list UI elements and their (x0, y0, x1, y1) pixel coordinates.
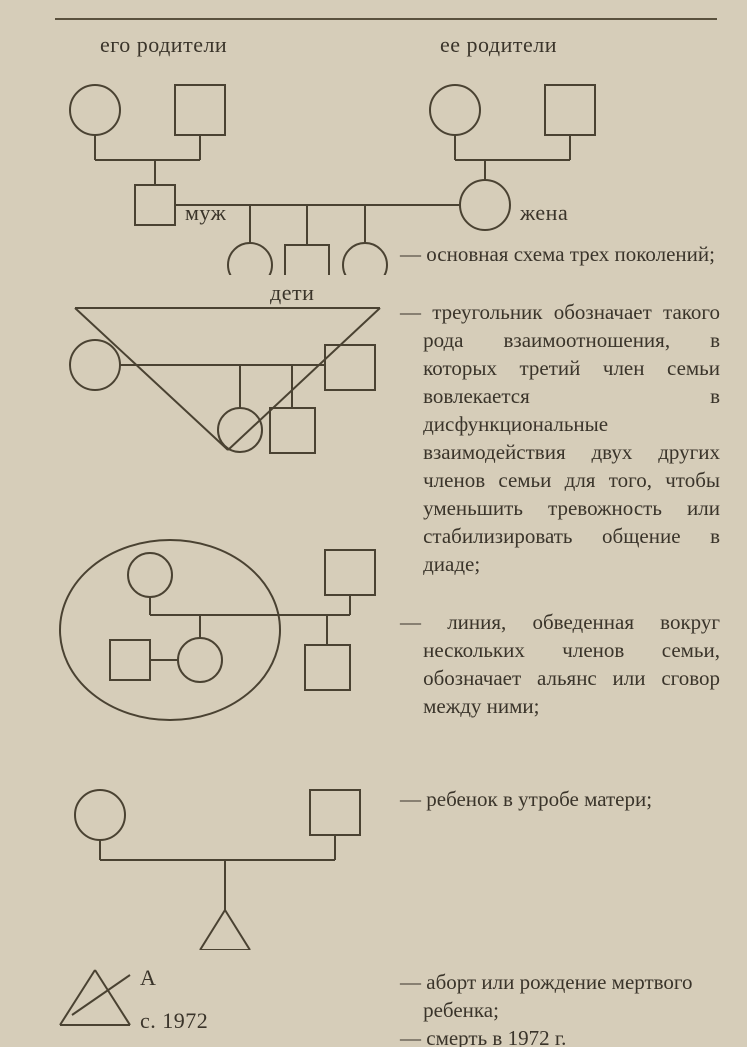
caption-pregnancy-text: — ребенок в утробе матери; (400, 785, 720, 813)
top-rule (55, 18, 717, 20)
page: его родители ее родители муж жена дети —… (0, 0, 747, 1047)
genogram-basic (55, 60, 615, 275)
genogram-abort (40, 960, 170, 1035)
caption-triangle-text: — треугольник обозначает такого рода вза… (400, 298, 720, 578)
caption-alliance-text: — линия, обведенная вокруг нескольких чл… (400, 608, 720, 720)
caption-abort-death: — аборт или рождение мертвого ребенка; —… (400, 968, 720, 1047)
genogram-triangle (55, 300, 385, 465)
caption-alliance: — линия, обведенная вокруг нескольких чл… (400, 608, 720, 720)
caption-triangle: — треугольник обозначает такого рода вза… (400, 298, 720, 578)
caption-abort-text: — аборт или рождение мертвого ребенка; (400, 968, 720, 1024)
label-his-parents: его родители (100, 32, 227, 58)
label-her-parents: ее родители (440, 32, 557, 58)
caption-pregnancy: — ребенок в утробе матери; (400, 785, 720, 813)
genogram-alliance (50, 530, 390, 730)
genogram-pregnancy (55, 775, 375, 950)
caption-death-text: — смерть в 1972 г. (400, 1024, 720, 1047)
